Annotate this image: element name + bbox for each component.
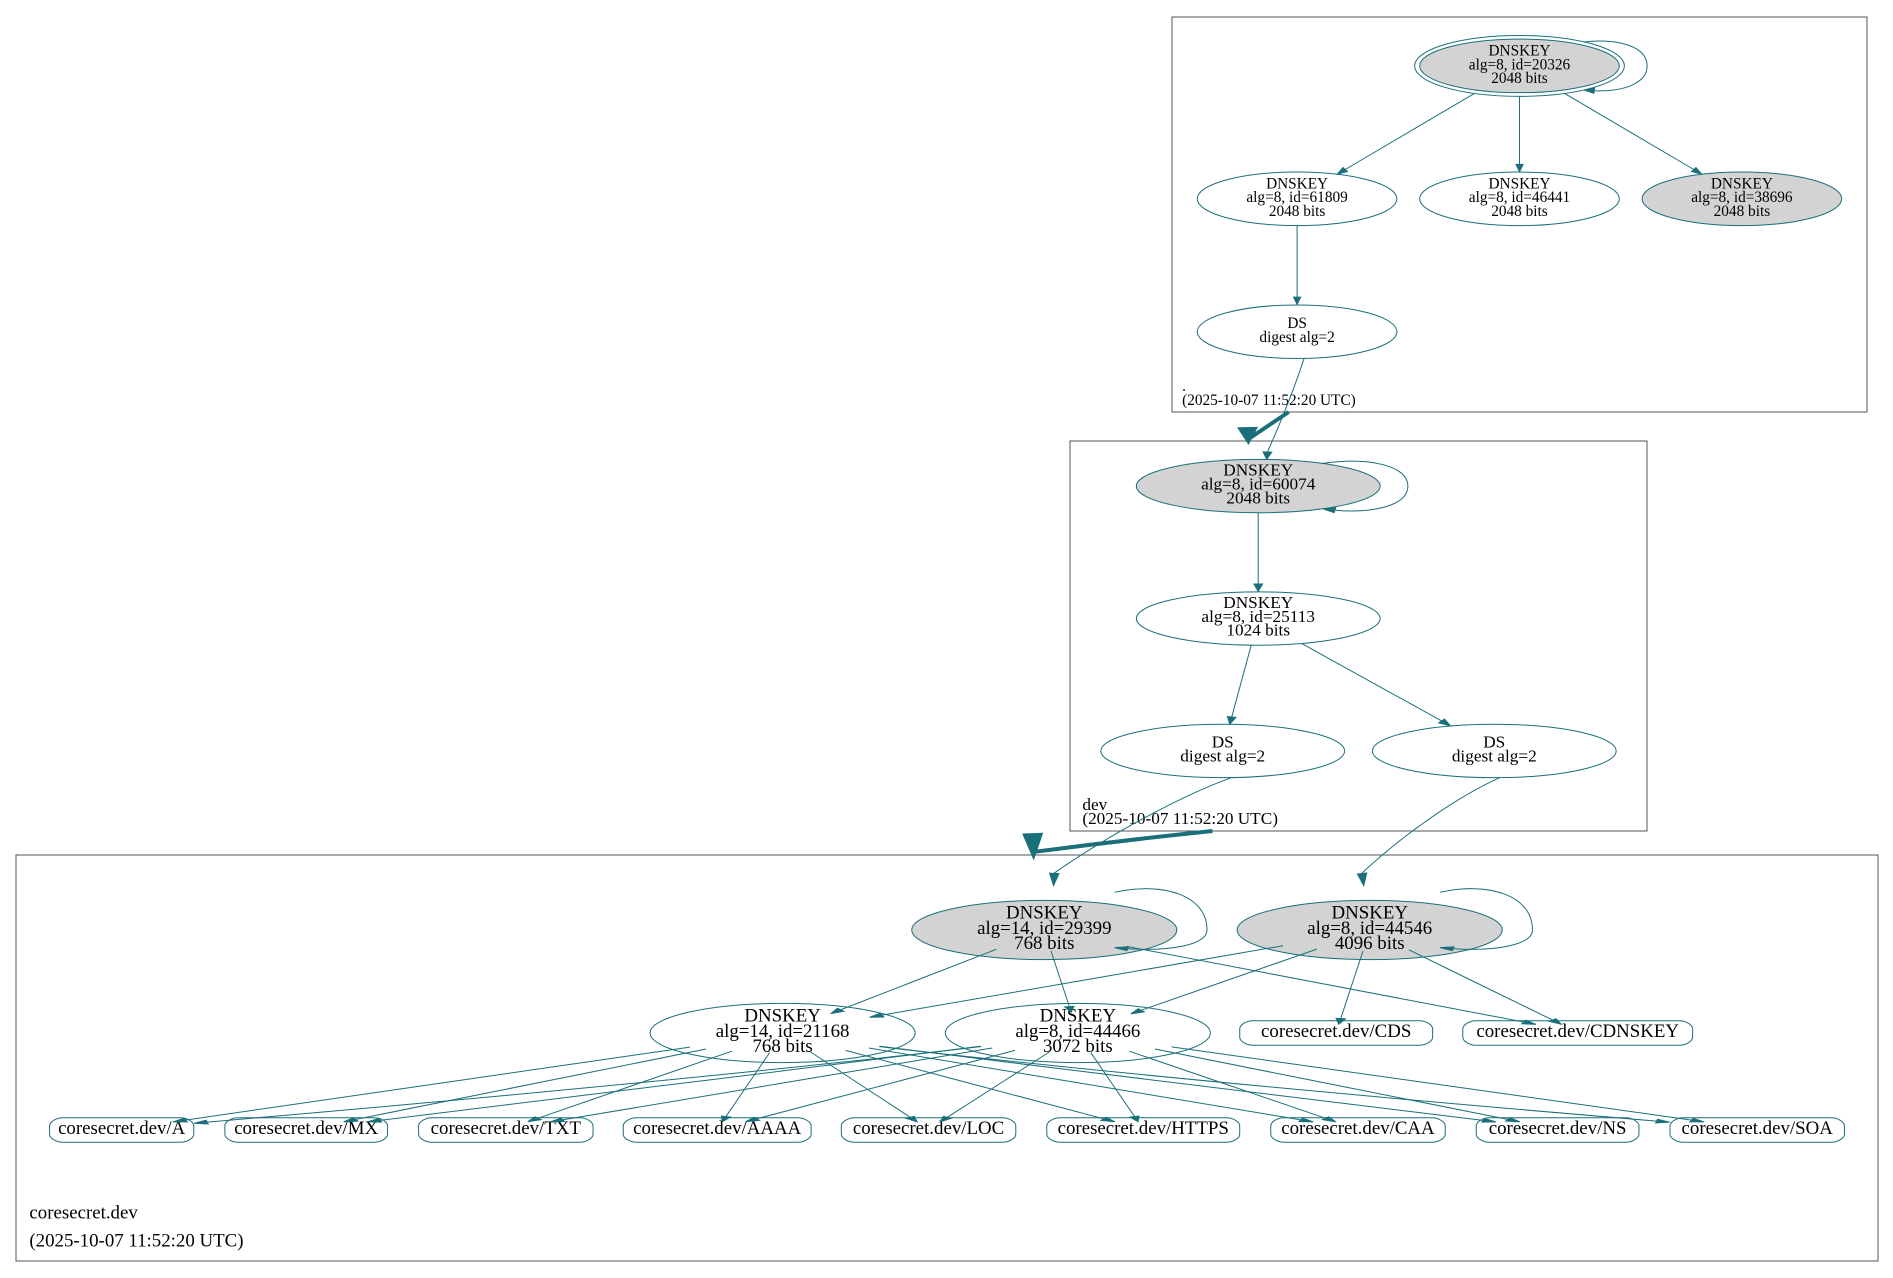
- svg-text:2048 bits: 2048 bits: [1226, 488, 1290, 507]
- svg-text:coresecret.dev/AAAA: coresecret.dev/AAAA: [633, 1118, 801, 1139]
- svg-text:1024 bits: 1024 bits: [1226, 621, 1290, 640]
- svg-text:768 bits: 768 bits: [1014, 933, 1074, 954]
- svg-text:2048 bits: 2048 bits: [1714, 203, 1771, 220]
- svg-text:coresecret.dev/SOA: coresecret.dev/SOA: [1682, 1118, 1834, 1139]
- svg-text:(2025-10-07 11:52:20 UTC): (2025-10-07 11:52:20 UTC): [29, 1230, 243, 1251]
- svg-text:digest alg=2: digest alg=2: [1452, 746, 1537, 765]
- svg-text:coresecret.dev: coresecret.dev: [29, 1202, 138, 1223]
- svg-text:2048 bits: 2048 bits: [1491, 70, 1548, 87]
- svg-text:(2025-10-07 11:52:20 UTC): (2025-10-07 11:52:20 UTC): [1082, 809, 1278, 828]
- svg-text:digest alg=2: digest alg=2: [1180, 746, 1265, 765]
- svg-text:4096 bits: 4096 bits: [1335, 933, 1405, 954]
- svg-text:2048 bits: 2048 bits: [1491, 203, 1548, 220]
- svg-text:3072 bits: 3072 bits: [1043, 1036, 1113, 1057]
- svg-text:768 bits: 768 bits: [752, 1036, 812, 1057]
- svg-text:coresecret.dev/CDNSKEY: coresecret.dev/CDNSKEY: [1476, 1021, 1679, 1042]
- svg-text:(2025-10-07 11:52:20 UTC): (2025-10-07 11:52:20 UTC): [1182, 392, 1356, 409]
- svg-text:coresecret.dev/LOC: coresecret.dev/LOC: [853, 1118, 1004, 1139]
- svg-text:coresecret.dev/HTTPS: coresecret.dev/HTTPS: [1058, 1118, 1229, 1139]
- svg-text:digest alg=2: digest alg=2: [1259, 329, 1334, 346]
- svg-text:coresecret.dev/A: coresecret.dev/A: [58, 1118, 186, 1139]
- svg-text:coresecret.dev/CDS: coresecret.dev/CDS: [1261, 1021, 1411, 1042]
- svg-text:2048 bits: 2048 bits: [1269, 203, 1326, 220]
